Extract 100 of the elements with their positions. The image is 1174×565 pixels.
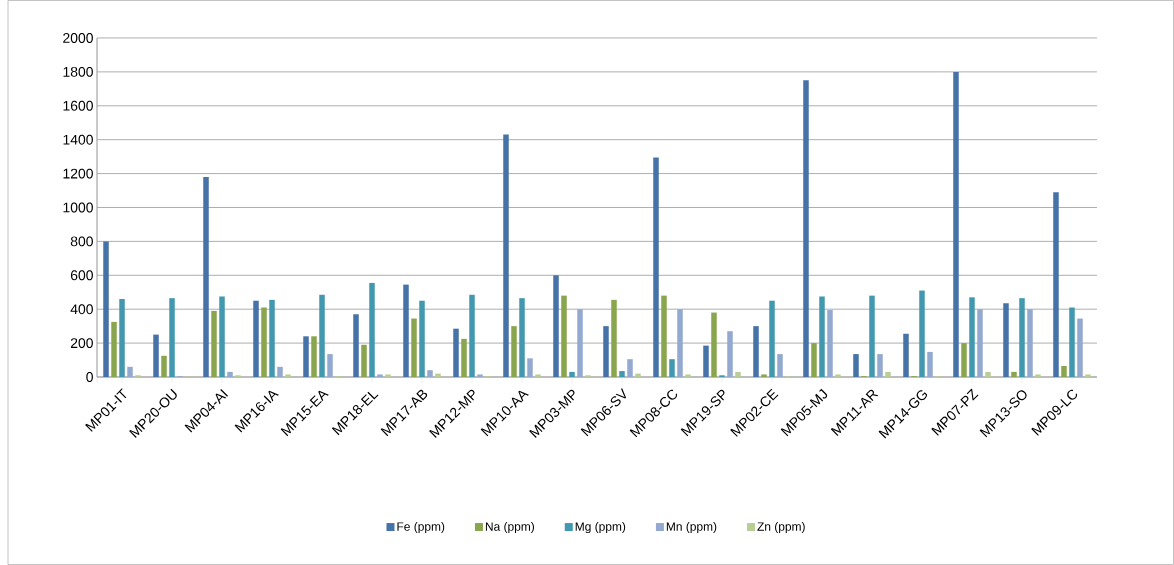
bar — [977, 309, 983, 377]
bar — [1077, 318, 1083, 377]
bar — [161, 355, 167, 377]
bar — [369, 282, 375, 377]
y-tick-label: 200 — [70, 338, 93, 349]
bar — [319, 294, 325, 377]
bar — [1061, 365, 1067, 377]
bar — [919, 290, 925, 377]
legend-label: Zn (ppm) — [757, 521, 805, 534]
bar — [153, 334, 159, 377]
bar — [927, 351, 933, 377]
bar — [535, 374, 541, 377]
bar — [853, 354, 859, 377]
bar — [385, 374, 391, 377]
y-tick-label: 800 — [70, 236, 93, 247]
bar — [327, 354, 333, 377]
bar — [953, 71, 959, 377]
bar — [411, 318, 417, 377]
bar — [769, 300, 775, 377]
bar — [435, 373, 441, 377]
bar — [703, 345, 709, 377]
bar — [211, 310, 217, 377]
bar — [111, 321, 117, 377]
bar — [877, 354, 883, 377]
bar — [311, 336, 317, 377]
bar — [1069, 307, 1075, 377]
legend-label: Fe (ppm) — [397, 521, 445, 534]
bar — [127, 366, 133, 377]
bar — [669, 359, 675, 377]
bar — [511, 326, 517, 377]
bar — [569, 371, 575, 377]
bar — [627, 359, 633, 377]
bar — [1035, 374, 1041, 377]
bar — [1019, 298, 1025, 377]
bar — [261, 307, 267, 377]
y-tick-label: 400 — [70, 304, 93, 315]
bar — [303, 336, 309, 377]
y-tick-label: 1000 — [63, 202, 93, 213]
bar — [885, 371, 891, 377]
bar — [1003, 303, 1009, 377]
y-tick-label: 1400 — [63, 134, 93, 145]
bar — [619, 371, 625, 377]
bar — [253, 300, 259, 377]
bar — [819, 296, 825, 377]
bar — [427, 370, 433, 377]
y-tick-label: 600 — [70, 270, 93, 281]
bar — [727, 331, 733, 377]
bar — [777, 354, 783, 377]
bar — [227, 371, 233, 377]
bar — [653, 157, 659, 377]
bar — [811, 343, 817, 377]
bar — [477, 374, 483, 377]
y-tick-label: 0 — [86, 372, 93, 382]
bar — [869, 295, 875, 377]
bar — [277, 366, 283, 377]
bar — [753, 326, 759, 377]
bar — [403, 284, 409, 377]
bar — [611, 299, 617, 377]
bar — [527, 358, 533, 377]
bar — [903, 333, 909, 377]
bar — [803, 80, 809, 377]
legend-label: Na (ppm) — [485, 521, 535, 534]
bar — [577, 309, 583, 377]
bar — [827, 310, 833, 377]
bar — [119, 299, 125, 377]
bar — [269, 299, 275, 377]
bar — [103, 241, 109, 377]
bar — [503, 134, 509, 377]
bar — [961, 343, 967, 377]
bar — [461, 338, 467, 377]
bar — [711, 312, 717, 377]
bar — [361, 344, 367, 377]
bar — [1011, 371, 1017, 377]
bar — [377, 374, 383, 377]
legend-label: Mg (ppm) — [575, 521, 626, 534]
y-tick-label: 2000 — [63, 33, 93, 43]
y-tick-label: 1200 — [63, 168, 93, 179]
bar — [635, 373, 641, 377]
bar — [1027, 309, 1033, 377]
bar — [419, 300, 425, 377]
bar — [685, 374, 691, 377]
y-tick-label: 1600 — [63, 100, 93, 111]
bar — [453, 328, 459, 377]
bar — [169, 298, 175, 377]
bar — [219, 296, 225, 377]
bar — [469, 294, 475, 377]
bar — [603, 326, 609, 377]
bar — [661, 295, 667, 377]
bar — [553, 275, 559, 377]
bar — [1085, 374, 1091, 377]
bar — [203, 176, 209, 377]
bar — [735, 371, 741, 377]
bar — [519, 298, 525, 377]
y-tick-label: 1800 — [63, 66, 93, 77]
bar — [985, 371, 991, 377]
bar — [285, 374, 291, 377]
bar — [677, 309, 683, 377]
bar — [1053, 192, 1059, 377]
bar — [561, 295, 567, 377]
bar — [761, 374, 767, 377]
